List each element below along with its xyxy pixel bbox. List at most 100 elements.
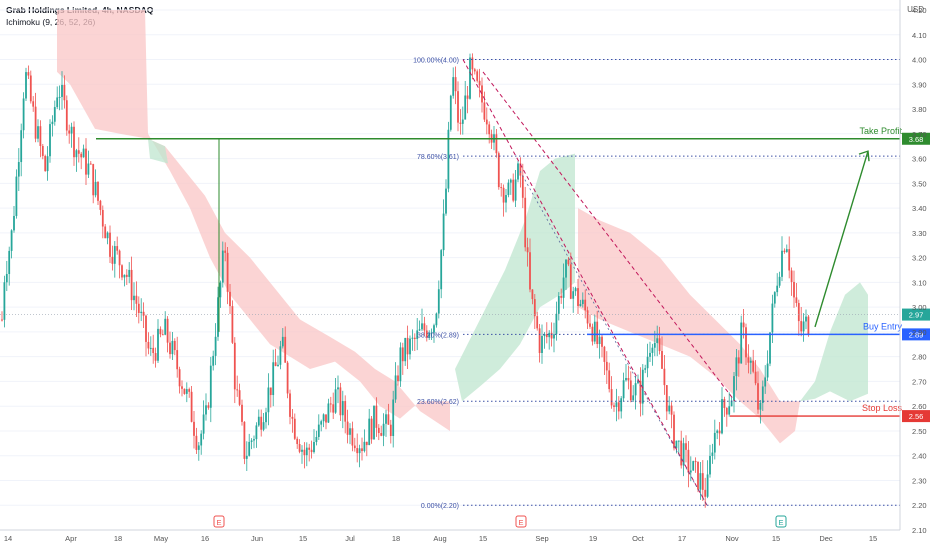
candle-body xyxy=(754,371,757,384)
y-tick-label: 2.90 xyxy=(912,328,927,337)
candle-body xyxy=(317,424,320,438)
candle-body xyxy=(747,357,750,363)
x-tick-label: Jul xyxy=(345,534,355,543)
candle-body xyxy=(773,292,776,304)
candle-body xyxy=(32,101,35,107)
fib-label: 78.60%(3.61) xyxy=(417,154,459,161)
candle-body xyxy=(543,334,546,337)
candle-body xyxy=(661,351,663,369)
y-tick-label: 4.20 xyxy=(912,6,927,15)
earnings-marker xyxy=(775,515,787,528)
candle-body xyxy=(783,250,786,252)
candle-body xyxy=(728,406,731,415)
x-tick-label: Dec xyxy=(819,534,833,543)
candle-body xyxy=(649,352,651,357)
candle-body xyxy=(622,380,625,399)
candle-body xyxy=(53,107,56,122)
candle-body xyxy=(209,365,212,408)
candle-body xyxy=(238,390,241,405)
candle-body xyxy=(173,340,176,351)
y-tick-label: 3.70 xyxy=(912,130,927,139)
candle-body xyxy=(737,357,740,364)
candle-body xyxy=(517,163,519,180)
candle-body xyxy=(44,155,47,172)
fib-label: 0.00%(2.20) xyxy=(421,503,459,510)
candle-body xyxy=(365,441,368,446)
candle-body xyxy=(567,259,570,265)
candle-body xyxy=(421,323,423,330)
candle-body xyxy=(713,432,716,453)
candle-body xyxy=(430,332,433,334)
candle-body xyxy=(356,448,359,454)
candle-body xyxy=(320,421,323,425)
candle-body xyxy=(65,100,68,131)
candle-body xyxy=(457,91,459,123)
grid xyxy=(0,9,900,531)
candle-body xyxy=(46,156,49,172)
candle-body xyxy=(224,250,227,253)
candle-body xyxy=(322,414,325,422)
cloud-bear xyxy=(578,208,800,444)
y-tick-label: 2.60 xyxy=(912,402,927,411)
candle-body xyxy=(221,250,224,283)
candle-body xyxy=(183,388,186,394)
candle-body xyxy=(231,306,234,343)
candle-body xyxy=(171,340,174,355)
candle-body xyxy=(169,342,171,355)
candle-body xyxy=(262,422,265,430)
x-tick-label: 14 xyxy=(4,534,12,543)
level-label: Buy Entry xyxy=(863,321,903,331)
candle-body xyxy=(718,430,721,434)
candle-body xyxy=(329,403,332,405)
candle-body xyxy=(25,72,27,99)
candle-body xyxy=(483,102,486,120)
candle-body xyxy=(437,289,440,314)
candle-body xyxy=(445,188,447,214)
candle-body xyxy=(651,347,654,353)
candle-body xyxy=(149,347,152,349)
candle-body xyxy=(315,437,318,443)
candle-body xyxy=(382,423,385,436)
candle-body xyxy=(701,473,704,490)
candle-body xyxy=(279,346,282,365)
x-tick-label: 17 xyxy=(678,534,686,543)
candle-body xyxy=(5,273,8,283)
candle-body xyxy=(116,246,119,251)
candle-body xyxy=(195,435,198,450)
candle-body xyxy=(152,347,155,354)
candle-body xyxy=(560,295,563,298)
candle-body xyxy=(358,448,361,454)
candle-body xyxy=(670,405,673,415)
earnings-marker-label: E xyxy=(518,518,523,527)
candle-body xyxy=(452,77,455,96)
indicator-label[interactable]: Ichimoku (9, 26, 52, 26) xyxy=(6,17,96,27)
candle-body xyxy=(361,448,363,452)
y-tick-label: 3.50 xyxy=(912,179,927,188)
candle-body xyxy=(193,421,195,436)
candle-body xyxy=(466,95,469,99)
candle-body xyxy=(17,162,20,177)
candle-body xyxy=(757,383,759,410)
y-tick-label: 2.40 xyxy=(912,452,927,461)
y-tick-label: 2.80 xyxy=(912,353,927,362)
candle-body xyxy=(140,311,143,313)
candle-body xyxy=(34,106,37,139)
candle-body xyxy=(37,126,39,139)
candle-body xyxy=(533,299,536,317)
candle-body xyxy=(61,84,63,97)
candle-body xyxy=(620,398,623,412)
candle-body xyxy=(665,385,668,412)
candle-body xyxy=(77,150,80,154)
earnings-marker xyxy=(515,515,527,528)
candle-body xyxy=(632,395,635,401)
projection-line xyxy=(482,71,736,402)
candle-body xyxy=(428,332,431,338)
candle-body xyxy=(596,321,599,345)
earnings-marker-label: E xyxy=(216,518,221,527)
x-tick-label: 15 xyxy=(772,534,780,543)
candle-body xyxy=(305,447,308,456)
candle-body xyxy=(147,341,150,349)
candle-body xyxy=(113,246,116,264)
